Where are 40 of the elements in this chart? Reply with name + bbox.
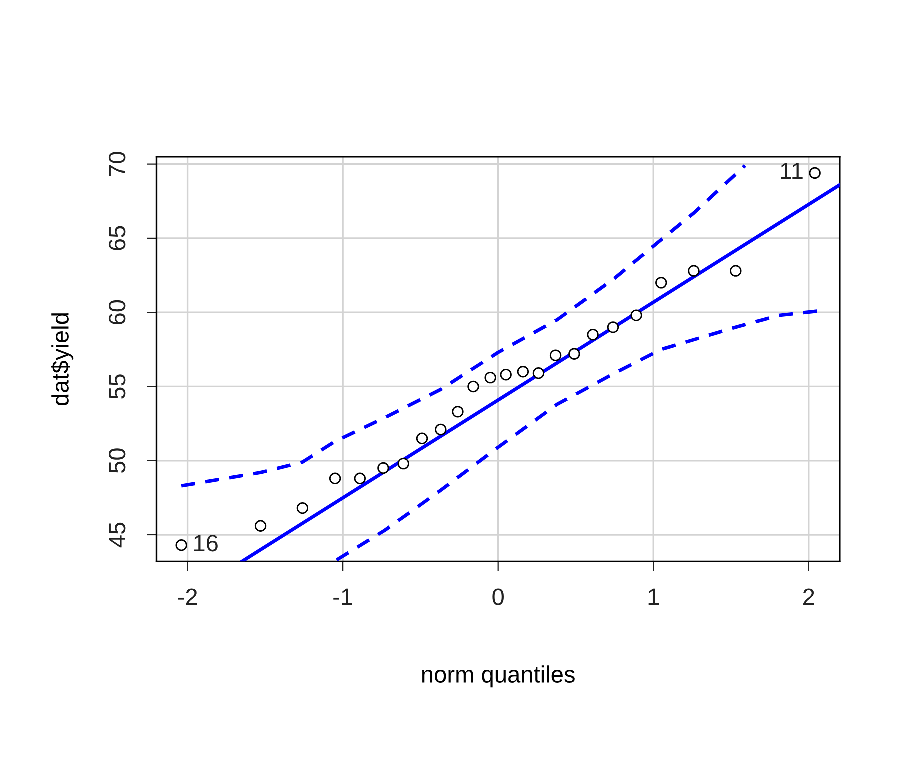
point — [809, 167, 821, 180]
point — [435, 424, 447, 436]
x-tick-label: -2 — [178, 588, 198, 606]
point — [354, 472, 366, 484]
point — [484, 372, 496, 384]
y-tick-label: 55 — [109, 374, 126, 399]
x-tick-label: -1 — [334, 588, 352, 606]
point — [568, 348, 580, 360]
x-tick-label: 2 — [804, 588, 814, 606]
point — [730, 265, 742, 277]
x-tick-label: 0 — [492, 588, 504, 606]
y-tick-label: 45 — [109, 522, 126, 548]
point — [468, 380, 480, 393]
point — [329, 472, 342, 484]
point — [517, 366, 530, 378]
annotation: 11 — [781, 163, 803, 180]
point — [587, 328, 599, 341]
point — [500, 369, 512, 381]
y-tick-label: 65 — [108, 226, 126, 250]
y-tick-label: 60 — [108, 300, 126, 325]
point — [607, 322, 620, 334]
annotation: 16 — [194, 534, 218, 552]
point — [416, 432, 428, 444]
y-tick-label: 50 — [108, 448, 126, 474]
point — [296, 502, 309, 514]
point — [452, 406, 464, 418]
x-tick-label: 1 — [648, 588, 660, 606]
y-tick-label: 70 — [108, 152, 126, 176]
point — [630, 310, 642, 322]
point — [378, 462, 390, 474]
x-axis-title: norm quantiles — [422, 666, 575, 688]
point — [656, 277, 668, 289]
point — [688, 265, 700, 277]
y-axis-title: dat$yield — [51, 314, 74, 406]
point — [254, 520, 267, 532]
line-series — [180, 164, 747, 488]
point — [398, 458, 410, 470]
point — [532, 368, 545, 380]
point — [550, 350, 562, 362]
point — [176, 540, 188, 552]
